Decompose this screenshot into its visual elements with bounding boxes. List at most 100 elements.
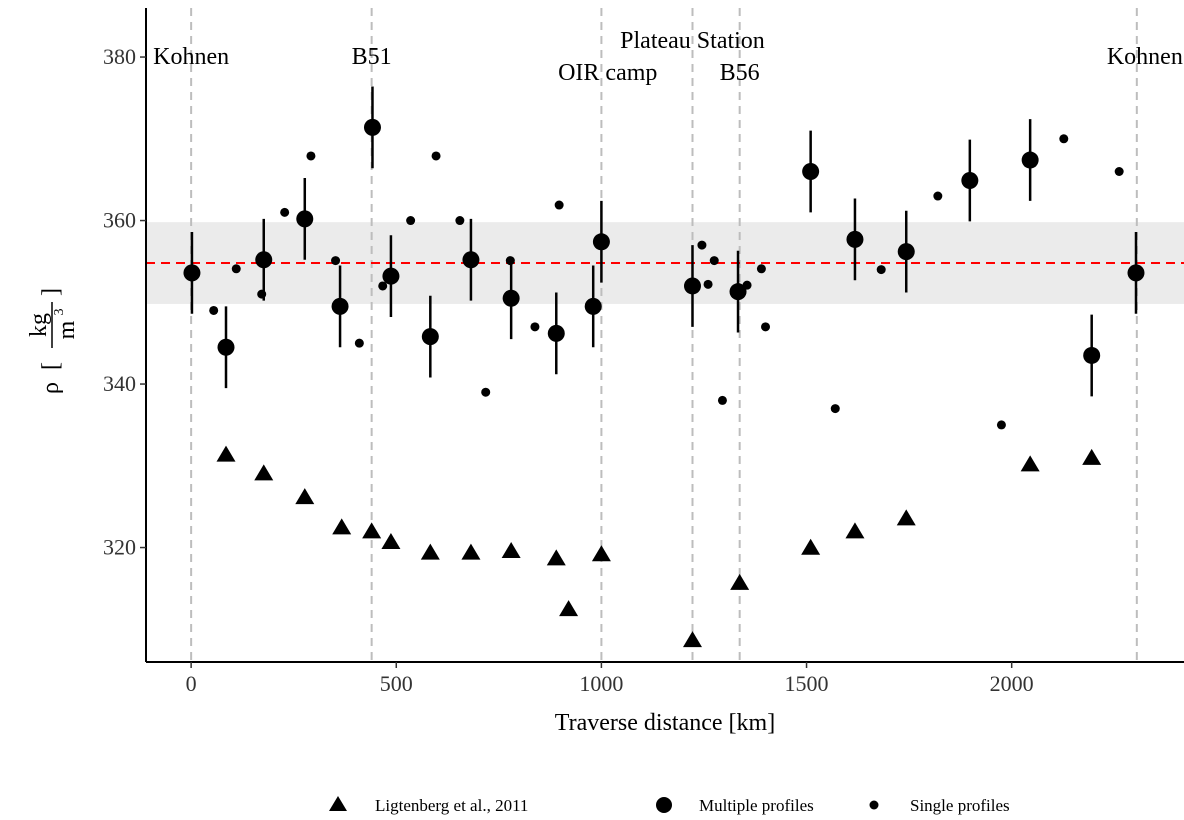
site-label: OIR camp (558, 60, 657, 86)
y-axis-title-denominator: m (54, 320, 80, 339)
x-tick-label: 500 (380, 671, 413, 696)
multi-profile-point (547, 324, 565, 342)
x-tick-label: 1000 (579, 671, 623, 696)
y-axis-title-numerator: kg (26, 313, 52, 337)
triangle-point (381, 533, 401, 550)
legend-item-single: Single profiles (869, 796, 1010, 815)
single-profile-point (354, 338, 364, 348)
y-tick-label: 360 (103, 208, 136, 233)
y-axis-title-exponent: 3 (52, 309, 67, 316)
site-label: B51 (352, 44, 392, 70)
site-label: Kohnen (153, 44, 229, 70)
triangle-point (295, 488, 315, 505)
multi-profile-point (331, 297, 349, 315)
data-marks-layer (183, 86, 1145, 648)
single-profile-point (761, 322, 771, 332)
legend-label-single: Single profiles (910, 796, 1010, 815)
single-profile-point (756, 264, 766, 274)
multi-profile-point (961, 171, 979, 189)
multi-profile-point (382, 267, 400, 285)
multi-profile-point (462, 251, 480, 269)
multi-profile-point (296, 210, 314, 228)
site-lines-layer (190, 8, 1138, 662)
legend-triangle-marker (329, 796, 347, 811)
legend-item-ligtenberg: Ligtenberg et al., 2011 (329, 796, 528, 815)
triangle-point (682, 631, 702, 648)
x-tick-label: 1500 (785, 671, 829, 696)
single-profile-point (280, 207, 290, 217)
triangle-point (216, 445, 236, 462)
single-profile-point (830, 404, 840, 414)
triangle-point (845, 522, 865, 539)
legend-label-multiple: Multiple profiles (699, 796, 814, 815)
site-label: Kohnen (1107, 44, 1183, 70)
triangle-point (254, 464, 274, 481)
triangle-point (332, 518, 352, 535)
single-profile-point (431, 151, 441, 161)
axes-layer: 0 500 1000 1500 2000 320 340 360 380 (103, 8, 1184, 696)
single-profile-point (709, 256, 719, 266)
single-profile-point (378, 281, 388, 291)
single-profile-point (331, 256, 341, 266)
single-profile-point (697, 240, 707, 250)
legend-item-multiple: Multiple profiles (656, 796, 814, 815)
multi-profile-point (729, 283, 747, 301)
single-profile-point (306, 151, 316, 161)
multi-profile-point (592, 233, 610, 251)
triangle-point (801, 538, 821, 555)
triangle-point (730, 573, 750, 590)
single-profile-point (406, 216, 416, 226)
multi-profile-point (1021, 151, 1039, 169)
x-axis-title: Traverse distance [km] (555, 710, 775, 736)
single-profile-point (1114, 167, 1124, 176)
triangle-point (546, 549, 566, 566)
triangle-point (591, 545, 611, 562)
multi-profile-point (363, 118, 381, 136)
single-profile-point (717, 395, 727, 405)
single-profile-point (505, 256, 515, 266)
single-profile-point (209, 305, 219, 315)
legend-small-circle-marker (869, 800, 879, 810)
y-tick-label: 380 (103, 44, 136, 69)
single-profile-point (554, 200, 564, 210)
single-profile-point (742, 280, 752, 290)
single-profile-point (530, 322, 540, 332)
triangle-point (420, 543, 440, 560)
multi-profile-point (421, 328, 439, 346)
y-axis-title-rho: ρ (38, 382, 64, 394)
multi-profile-point (683, 277, 701, 295)
single-profile-point (1059, 134, 1069, 144)
triangle-point (559, 600, 579, 617)
y-tick-label: 320 (103, 535, 136, 560)
single-profile-point (481, 387, 491, 397)
single-profile-point (257, 289, 267, 299)
site-label: Plateau Station (620, 28, 765, 54)
y-axis-title-bracket-open: [ (38, 362, 64, 370)
triangle-point (501, 542, 521, 559)
legend-large-circle-marker (656, 797, 672, 813)
triangle-point (362, 522, 382, 539)
multi-profile-point (584, 297, 602, 315)
triangle-point (461, 543, 481, 560)
multi-profile-point (897, 243, 915, 261)
multi-profile-point (183, 264, 201, 282)
legend-label-ligtenberg: Ligtenberg et al., 2011 (375, 796, 528, 815)
single-profile-point (996, 420, 1006, 430)
single-profile-point (455, 216, 465, 226)
multi-profile-point (255, 251, 273, 269)
triangle-point (1082, 448, 1102, 465)
x-tick-label: 0 (186, 671, 197, 696)
multi-profile-point (1127, 264, 1145, 282)
triangle-point (1020, 455, 1040, 472)
site-labels-layer: Kohnen B51 OIR camp Plateau Station B56 Kohne… (153, 28, 1183, 86)
multi-profile-point (502, 289, 520, 307)
multi-profile-point (1083, 346, 1101, 364)
single-profile-point (703, 279, 713, 289)
single-profile-point (231, 264, 241, 274)
multi-profile-point (802, 163, 820, 180)
triangle-point (896, 509, 916, 526)
y-axis-title: ρ [ kg m 3 ] (26, 288, 80, 394)
multi-profile-point (217, 338, 235, 356)
single-profile-point (876, 265, 886, 275)
